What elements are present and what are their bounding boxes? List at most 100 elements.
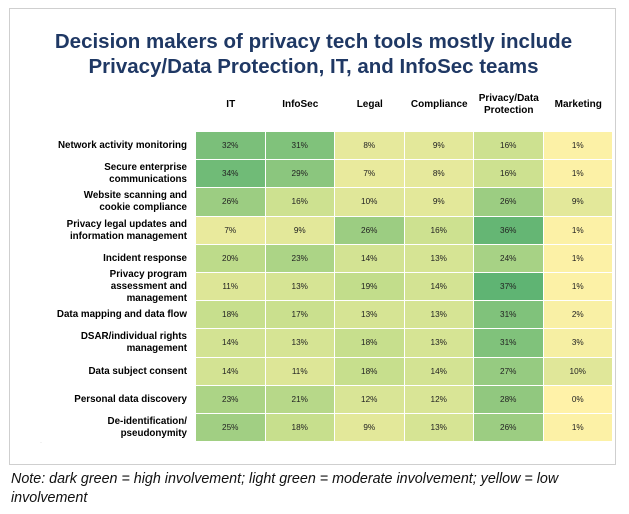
heatmap-cell: 10% [335, 188, 405, 217]
column-header-line: Privacy/Data [478, 93, 539, 104]
column-header-compliance: Compliance [405, 99, 475, 111]
row-label-website-scanning-and-cookie-compliance: Website scanning and cookie compliance [10, 188, 187, 216]
chart-title: Decision makers of privacy tech tools mo… [10, 29, 617, 79]
heatmap-cell: 21% [265, 385, 335, 414]
heatmap-cell: 1% [543, 132, 613, 161]
column-header-it: IT [196, 99, 266, 111]
row-label-line: communications [109, 174, 187, 186]
row-label-line: management [126, 293, 187, 305]
heatmap-cell: 9% [335, 414, 405, 443]
heatmap-cell: 13% [404, 244, 474, 273]
footnote: Note: dark green = high involvement; lig… [11, 471, 559, 506]
column-header-line: Protection [484, 105, 534, 116]
row-label-network-activity-monitoring: Network activity monitoring [10, 132, 187, 160]
row-label-text: Website scanning and cookie compliance [84, 190, 187, 214]
heatmap-cell: 1% [543, 244, 613, 273]
heatmap-cell: 26% [335, 216, 405, 245]
row-label-line: assessment and [110, 281, 187, 293]
heatmap-cell: 25% [196, 414, 266, 443]
row-label-line: pseudonymity [120, 428, 187, 440]
heatmap-cell: 27% [474, 357, 544, 386]
heatmap-cell: 9% [265, 216, 335, 245]
column-header-line: InfoSec [282, 99, 319, 110]
heatmap-cell: 7% [335, 160, 405, 189]
row-label-text: Secure enterprise communications [104, 162, 187, 186]
heatmap-cell: 20% [196, 244, 266, 273]
row-label-data-mapping-and-data-flow: Data mapping and data flow [10, 301, 187, 329]
heatmap-cell: 14% [335, 244, 405, 273]
heatmap-cell: 8% [404, 160, 474, 189]
chart-slide: Decision makers of privacy tech tools mo… [9, 8, 616, 465]
row-label-data-subject-consent: Data subject consent [10, 358, 187, 386]
heatmap-cell: 31% [474, 301, 544, 330]
row-label-line: Network activity monitoring [57, 140, 187, 152]
heatmap-cell: 14% [404, 273, 474, 302]
heatmap-cell: 1% [543, 273, 613, 302]
heatmap-cell: 31% [474, 329, 544, 358]
heatmap-cell: 26% [474, 188, 544, 217]
heatmap-cell: 1% [543, 414, 613, 443]
row-label-line: Data subject consent [88, 365, 187, 377]
row-label-line: Personal data discovery [74, 393, 187, 405]
heatmap-cell: 19% [335, 273, 405, 302]
heatmap-cell: 14% [196, 329, 266, 358]
row-label-text: De-identification/pseudonymity [108, 416, 187, 440]
heatmap-cell: 16% [265, 188, 335, 217]
heatmap-cell: 13% [265, 329, 335, 358]
column-header-line: Legal [356, 99, 383, 110]
row-label-secure-enterprise-communications: Secure enterprise communications [10, 160, 187, 188]
heatmap-cell: 9% [543, 188, 613, 217]
row-label-line: Data mapping and data flow [56, 309, 187, 321]
heatmap-cell: 24% [474, 244, 544, 273]
column-header-line: Compliance [410, 99, 468, 110]
heatmap-cell: 18% [335, 357, 405, 386]
title-line-1: Decision makers of privacy tech tools mo… [54, 30, 573, 53]
row-label-text: Privacy legal updates and information man… [67, 219, 187, 243]
heatmap-cell: 17% [265, 301, 335, 330]
heatmap-cell: 1% [543, 216, 613, 245]
row-label-text: Data mapping and data flow [57, 309, 187, 321]
row-label-line: Privacy legal updates and [66, 218, 187, 230]
column-header-infosec: InfoSec [266, 99, 336, 111]
heatmap-cell: 9% [404, 132, 474, 161]
heatmap-cell: 34% [196, 160, 266, 189]
heatmap-cell: 9% [404, 188, 474, 217]
row-label-dsar-individual-rights-management: DSAR/individual rights management [10, 329, 187, 357]
heatmap-cell: 29% [265, 160, 335, 189]
row-label-line: Incident response [103, 252, 187, 264]
heatmap-cell: 13% [265, 273, 335, 302]
row-label-line: DSAR/individual rights [80, 331, 187, 343]
heatmap-cell: 18% [196, 301, 266, 330]
heatmap-cell: 37% [474, 273, 544, 302]
row-label-line: Privacy program [109, 269, 187, 281]
heatmap-cell: 13% [404, 301, 474, 330]
title-line-2: Privacy/Data Protection, IT, and InfoSec… [88, 55, 539, 78]
row-label-line: Secure enterprise [104, 162, 187, 174]
heatmap-cell: 26% [196, 188, 266, 217]
heatmap-cell: 18% [265, 414, 335, 443]
column-header-legal: Legal [335, 99, 405, 111]
heatmap-cell: 7% [196, 216, 266, 245]
column-header-privacy-data-protection: Privacy/Data Protection [474, 93, 544, 117]
heatmap-cell: 8% [335, 132, 405, 161]
heatmap-cell: 18% [335, 329, 405, 358]
heatmap-cell: 10% [543, 357, 613, 386]
heatmap-cell: 28% [474, 385, 544, 414]
heatmap-cell: 14% [404, 357, 474, 386]
heatmap-cell: 13% [404, 329, 474, 358]
row-label-incident-response: Incident response [10, 245, 187, 273]
heatmap-cell: 14% [196, 357, 266, 386]
heatmap-cell: 36% [474, 216, 544, 245]
row-label-line: De-identification/ [107, 416, 187, 428]
heatmap-cell: 32% [196, 132, 266, 161]
column-header-line: IT [226, 99, 236, 110]
heatmap-cell: 16% [474, 132, 544, 161]
row-label-text: DSAR/individual rights management [81, 331, 187, 355]
heatmap-cell: 16% [474, 160, 544, 189]
column-header-line: Marketing [554, 99, 602, 110]
row-label-text: Network activity monitoring [58, 140, 187, 152]
page-mark: · [40, 440, 42, 446]
heatmap-cell: 23% [196, 385, 266, 414]
row-label-privacy-legal-updates-and-information-management: Privacy legal updates and information man… [10, 217, 187, 245]
heatmap-cell: 23% [265, 244, 335, 273]
